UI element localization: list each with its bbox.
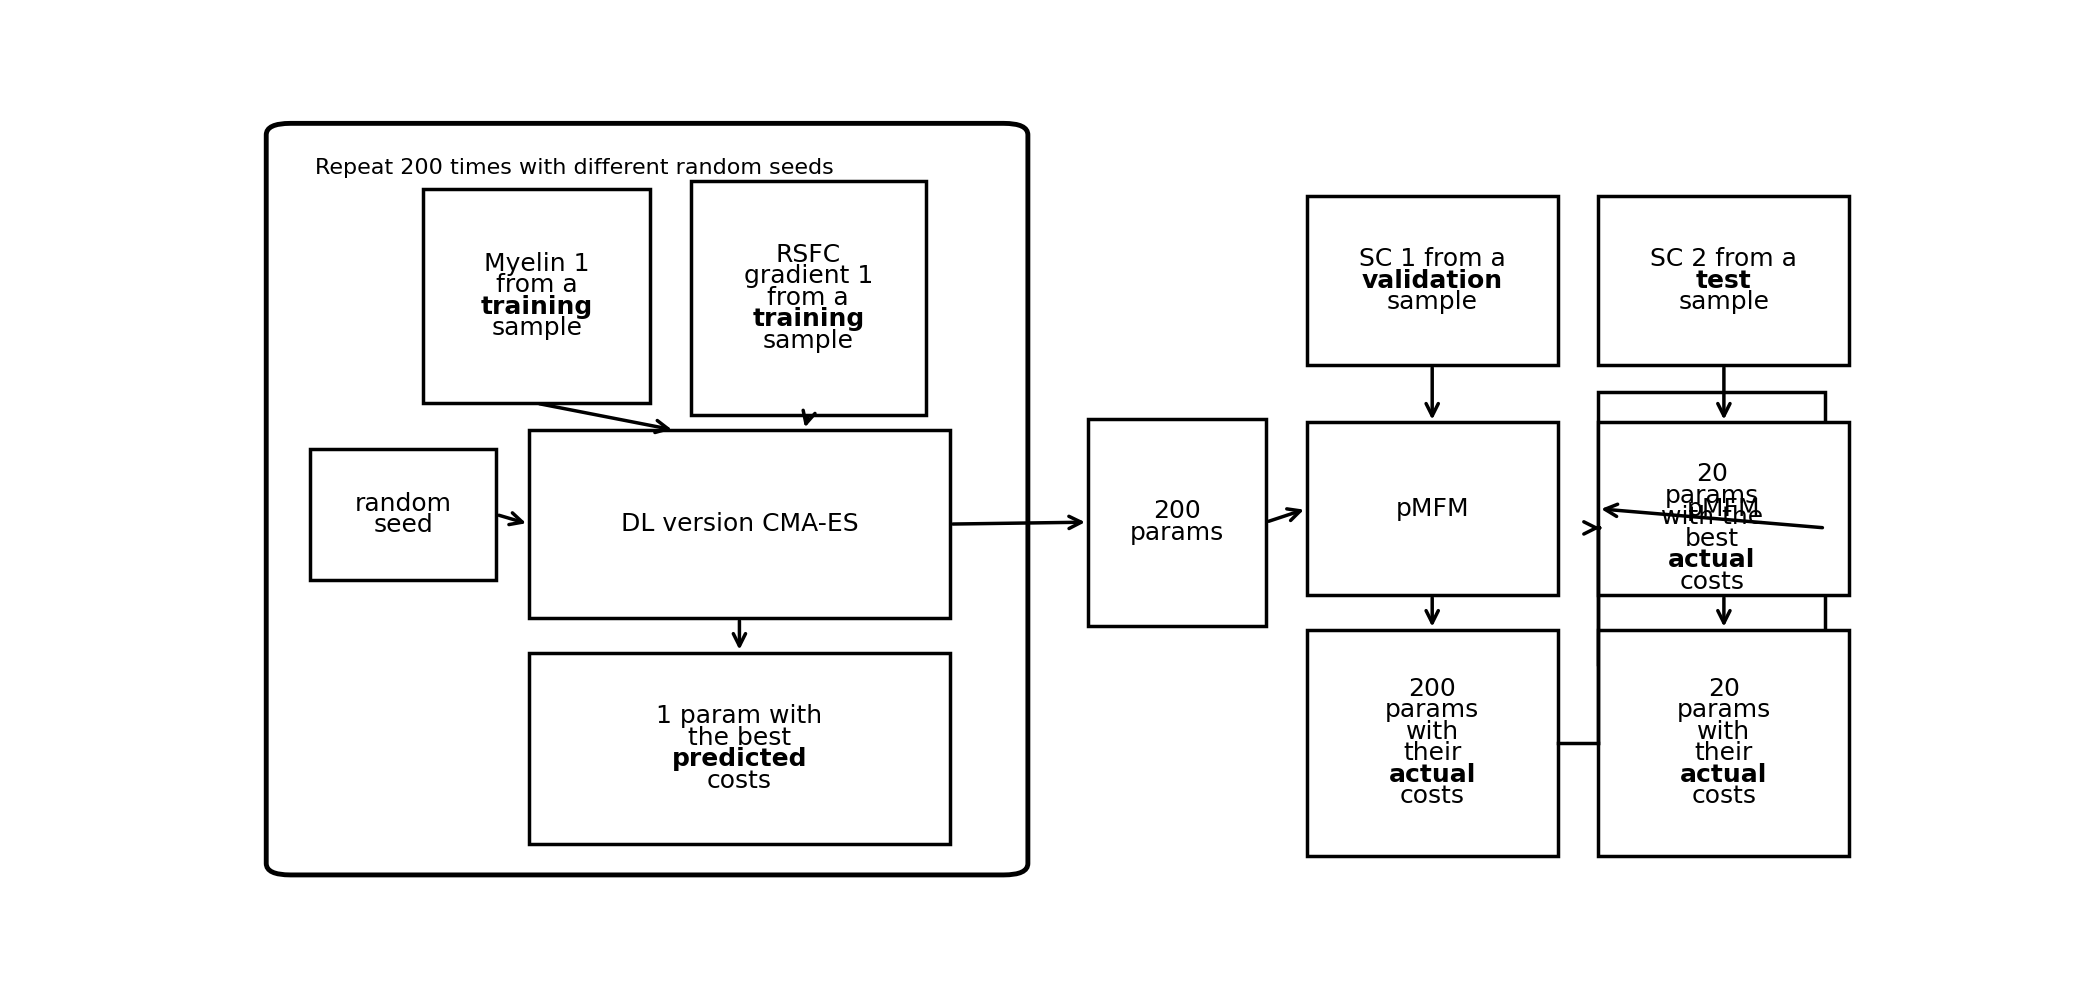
Text: costs: costs — [1399, 785, 1464, 809]
Text: 1 param with: 1 param with — [657, 704, 822, 728]
Text: random: random — [355, 492, 452, 516]
Text: test: test — [1696, 269, 1752, 293]
Bar — [1307, 629, 1558, 856]
Text: actual: actual — [1388, 763, 1476, 787]
Text: seed: seed — [374, 513, 433, 537]
Text: training: training — [481, 295, 594, 319]
Text: 200: 200 — [1152, 499, 1200, 524]
Bar — [1087, 418, 1267, 625]
Text: their: their — [1694, 741, 1752, 765]
Text: SC 2 from a: SC 2 from a — [1650, 247, 1798, 271]
Text: sample: sample — [763, 329, 853, 353]
Bar — [529, 430, 949, 618]
Text: gradient 1: gradient 1 — [744, 264, 872, 289]
Text: from a: from a — [767, 286, 849, 310]
Text: costs: costs — [1679, 570, 1744, 594]
Text: pMFM: pMFM — [1687, 497, 1761, 521]
Text: costs: costs — [1692, 785, 1756, 809]
Text: 20: 20 — [1708, 677, 1740, 701]
Text: with: with — [1698, 720, 1750, 744]
Text: best: best — [1685, 527, 1740, 551]
Bar — [1598, 629, 1851, 856]
Bar — [422, 188, 650, 403]
Text: pMFM: pMFM — [1395, 497, 1470, 521]
Text: actual: actual — [1669, 548, 1756, 572]
Bar — [1598, 422, 1851, 595]
Text: actual: actual — [1681, 763, 1767, 787]
Bar — [1598, 391, 1825, 664]
Text: from a: from a — [496, 273, 577, 297]
Bar — [1307, 196, 1558, 365]
Text: params: params — [1384, 698, 1478, 722]
Text: sample: sample — [1679, 290, 1769, 314]
Text: their: their — [1403, 741, 1462, 765]
Text: Myelin 1: Myelin 1 — [485, 252, 590, 276]
Text: 20: 20 — [1696, 462, 1727, 486]
Bar — [309, 449, 496, 580]
Text: params: params — [1677, 698, 1771, 722]
Text: params: params — [1664, 484, 1759, 508]
Text: with the: with the — [1660, 505, 1763, 529]
Text: sample: sample — [491, 316, 583, 341]
Bar — [690, 181, 926, 414]
Text: sample: sample — [1386, 290, 1478, 314]
Text: DL version CMA-ES: DL version CMA-ES — [621, 512, 857, 536]
Text: training: training — [753, 308, 864, 332]
Bar — [529, 652, 949, 845]
Text: predicted: predicted — [671, 747, 807, 771]
Text: validation: validation — [1361, 269, 1503, 293]
Text: costs: costs — [707, 769, 772, 793]
Text: with: with — [1405, 720, 1460, 744]
Text: Repeat 200 times with different random seeds: Repeat 200 times with different random s… — [316, 158, 834, 178]
FancyBboxPatch shape — [266, 124, 1029, 874]
Bar — [1307, 422, 1558, 595]
Text: 200: 200 — [1409, 677, 1455, 701]
Text: RSFC: RSFC — [776, 243, 841, 267]
Text: SC 1 from a: SC 1 from a — [1359, 247, 1506, 271]
Bar — [1598, 196, 1851, 365]
Text: params: params — [1129, 521, 1223, 545]
Text: the best: the best — [688, 726, 790, 750]
